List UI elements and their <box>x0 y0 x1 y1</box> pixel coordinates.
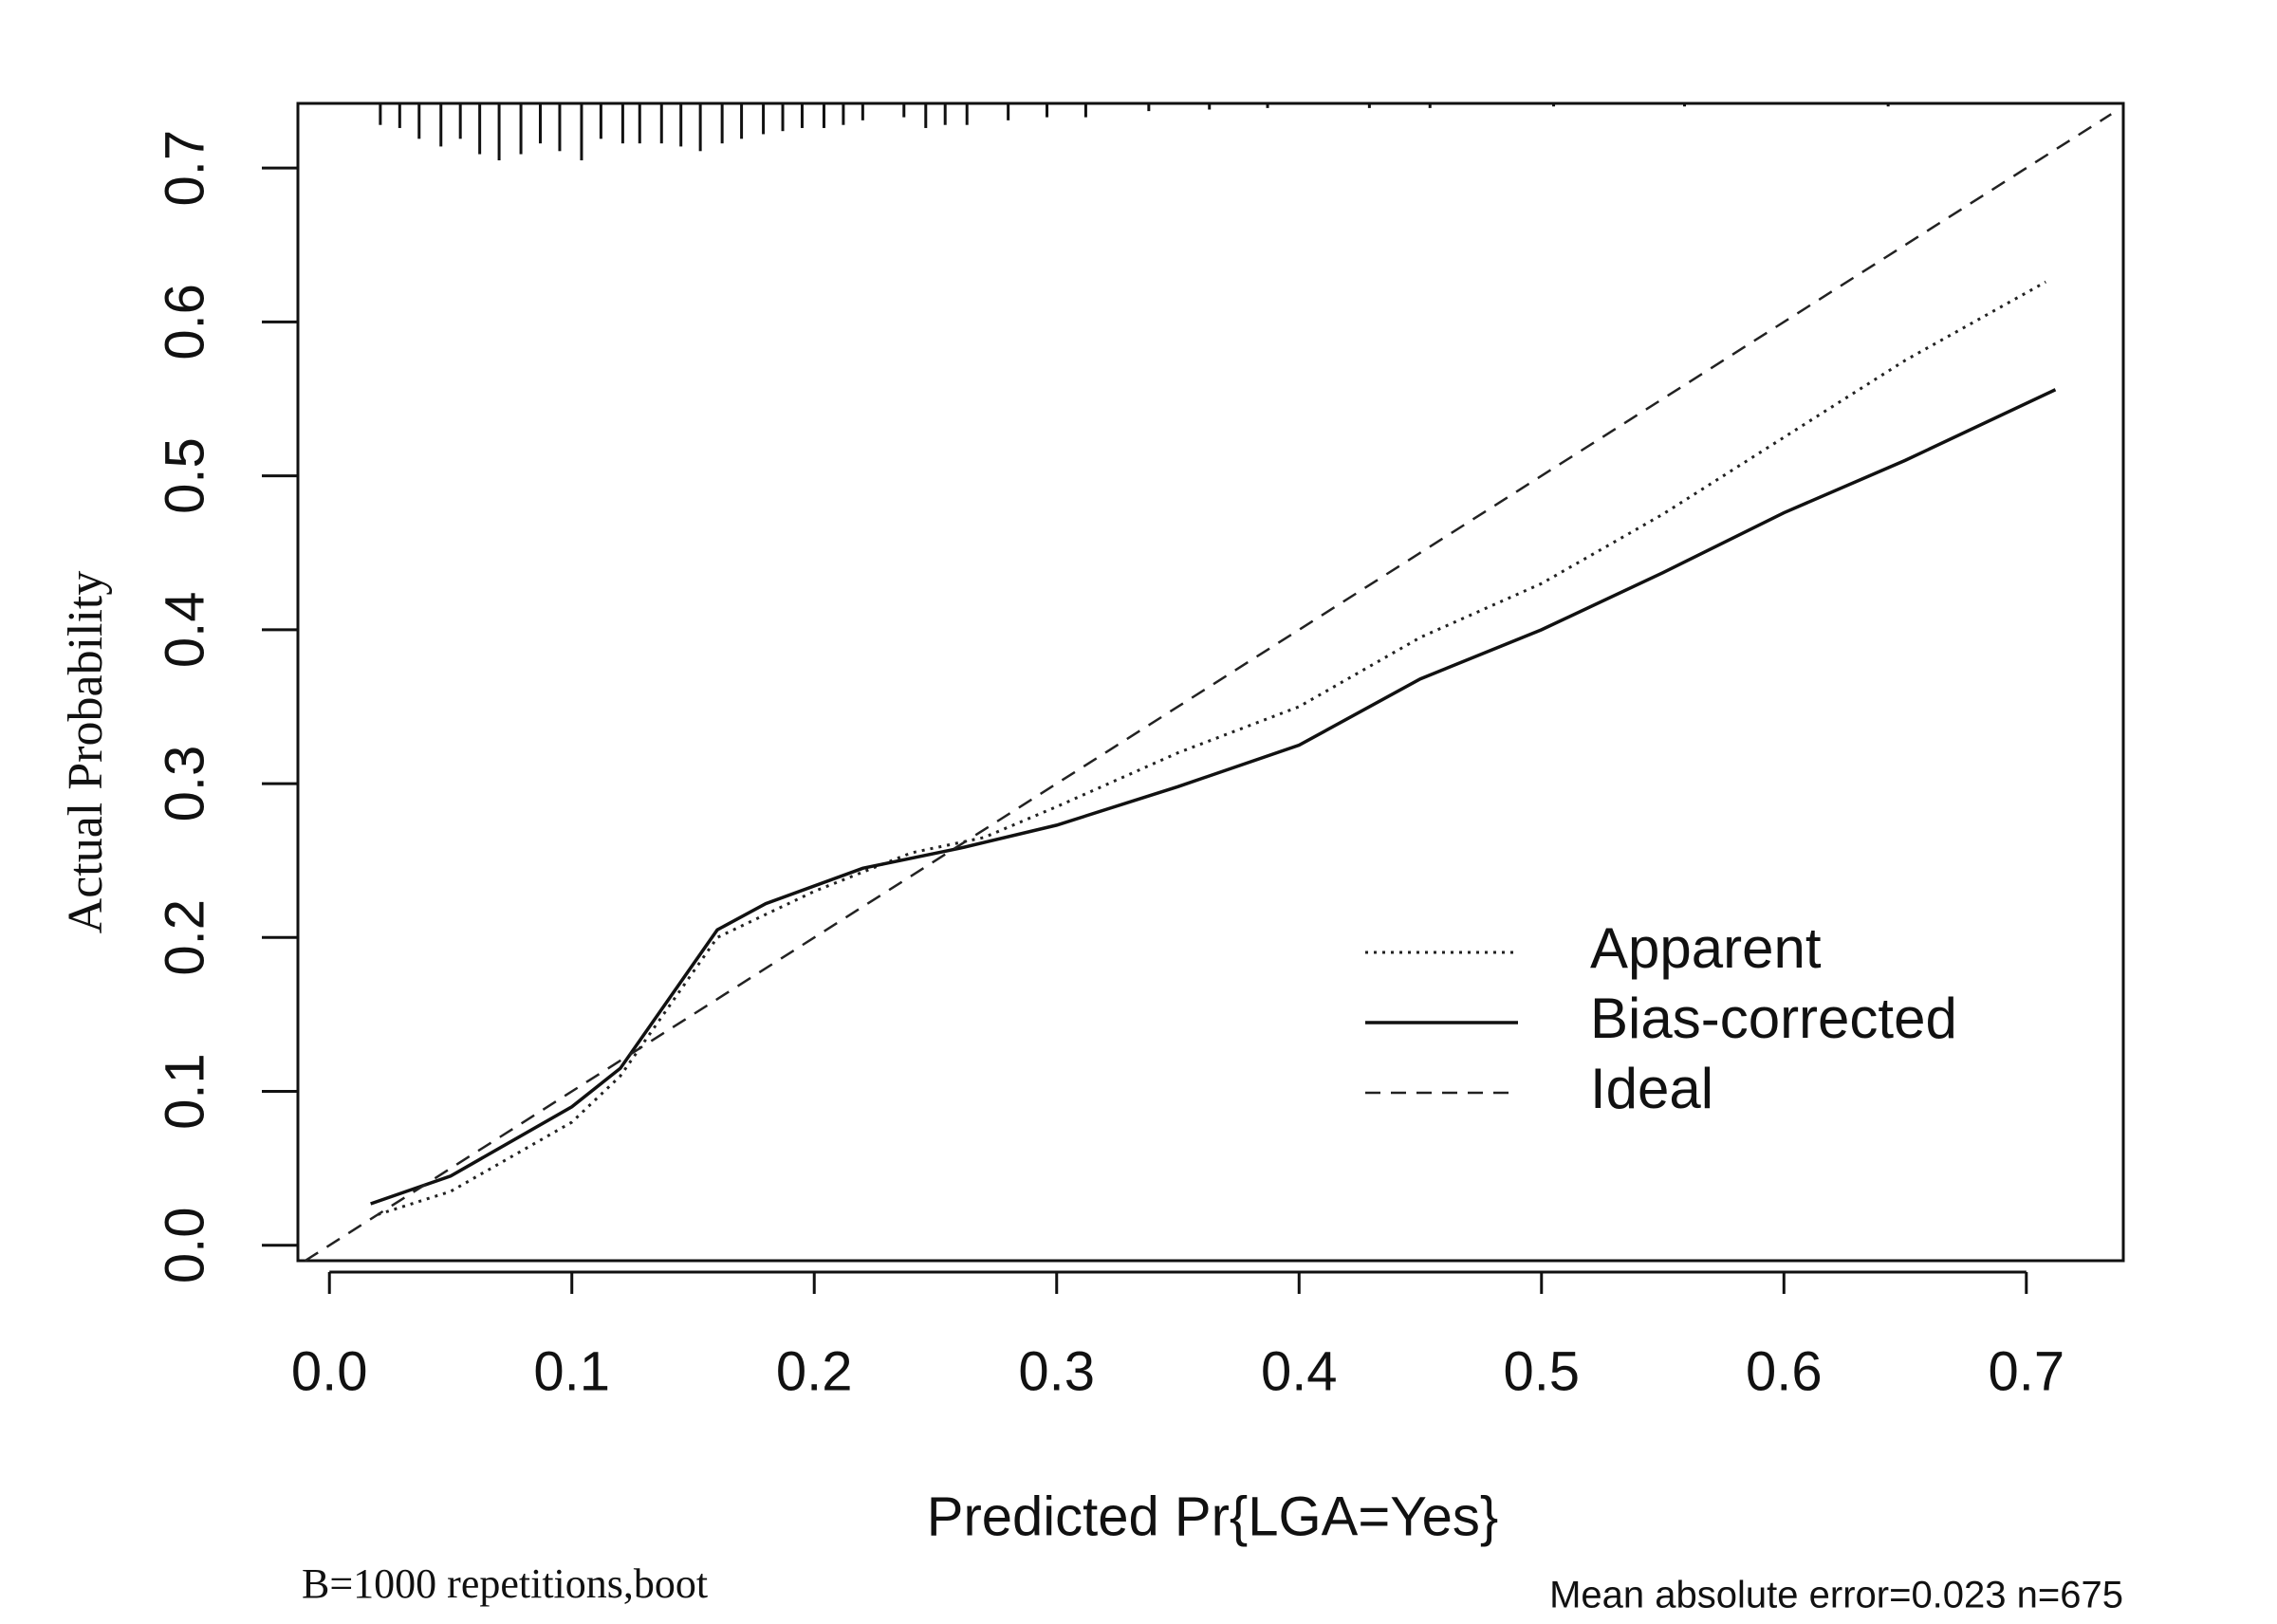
x-tick-label: 0.7 <box>1988 1340 2064 1402</box>
y-tick-label: 0.2 <box>154 899 215 976</box>
y-tick-label: 0.6 <box>154 284 215 360</box>
x-tick-label: 0.4 <box>1261 1340 1338 1402</box>
legend-label: Ideal <box>1590 1057 1713 1120</box>
x-axis-label: Predicted Pr{LGA=Yes} <box>927 1486 1498 1547</box>
legend-label: Bias-corrected <box>1590 987 1957 1050</box>
x-tick-label: 0.1 <box>533 1340 610 1402</box>
series-line <box>304 113 2112 1263</box>
x-tick-label: 0.5 <box>1503 1340 1580 1402</box>
annotation: Mean absolute error=0.023 n=675 <box>1549 1575 2123 1616</box>
y-tick-label: 0.7 <box>154 130 215 207</box>
y-tick-label: 0.5 <box>154 437 215 514</box>
plot-frame <box>296 102 2125 1263</box>
x-tick-label: 0.2 <box>776 1340 853 1402</box>
series-line <box>370 388 2057 1206</box>
x-tick-label: 0.0 <box>291 1340 368 1402</box>
y-axis-label: Actual Probability <box>59 571 113 934</box>
x-tick-label: 0.6 <box>1746 1340 1823 1402</box>
y-tick-label: 0.3 <box>154 746 215 822</box>
annotation: B=1000 repetitions,boot <box>302 1560 708 1607</box>
y-tick-label: 0.0 <box>154 1207 215 1283</box>
x-tick-label: 0.3 <box>1018 1340 1095 1402</box>
legend-label: Apparent <box>1590 916 1822 980</box>
series-line <box>377 280 2046 1216</box>
y-tick-label: 0.1 <box>154 1053 215 1130</box>
y-tick-label: 0.4 <box>154 592 215 669</box>
